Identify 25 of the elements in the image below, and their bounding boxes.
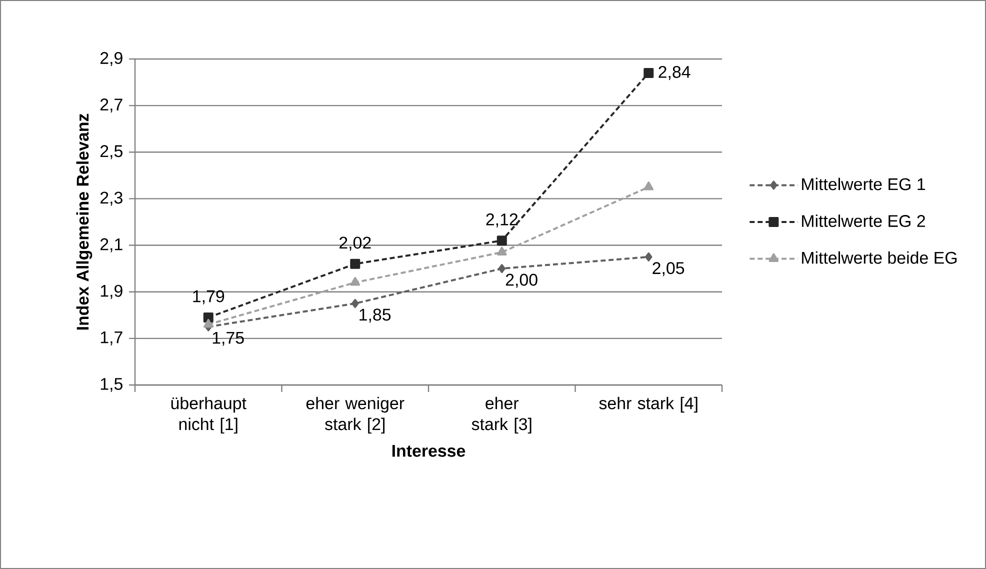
legend-label: Mittelwerte EG 1 (802, 178, 925, 190)
y-tick-label: 2,7 (100, 98, 122, 113)
y-tick-label: 1,5 (100, 378, 122, 392)
data-label: 1,79 (193, 290, 224, 304)
y-tick-label: 2,9 (100, 52, 122, 66)
data-label: 2,12 (486, 213, 518, 228)
data-label: 2,05 (652, 262, 684, 276)
data-label: 1,85 (360, 308, 391, 323)
x-axis-title: Interesse (392, 445, 466, 457)
data-label: 1,75 (212, 332, 244, 346)
legend-label: Mittelwerte beide EG (802, 251, 957, 264)
data-label: 2,02 (340, 236, 371, 251)
y-tick-label: 2,3 (100, 192, 122, 206)
data-label: 2,00 (506, 274, 538, 288)
y-tick-label: 1,9 (100, 284, 122, 299)
x-tick-label: sehr stark [4] (599, 396, 698, 413)
y-tick-label: 1,7 (100, 332, 122, 346)
y-axis-title: Index Allgemeine Relevanz (76, 114, 92, 330)
x-tick-label: überhaupt nicht [1] (171, 396, 246, 434)
data-label: 2,84 (658, 66, 690, 80)
x-tick-label: eher stark [3] (472, 396, 532, 434)
legend-label: Mittelwerte EG 2 (802, 214, 925, 228)
y-tick-label: 2,5 (100, 145, 122, 160)
x-tick-label: eher weniger stark [2] (306, 396, 404, 434)
y-tick-label: 2,1 (100, 238, 122, 252)
